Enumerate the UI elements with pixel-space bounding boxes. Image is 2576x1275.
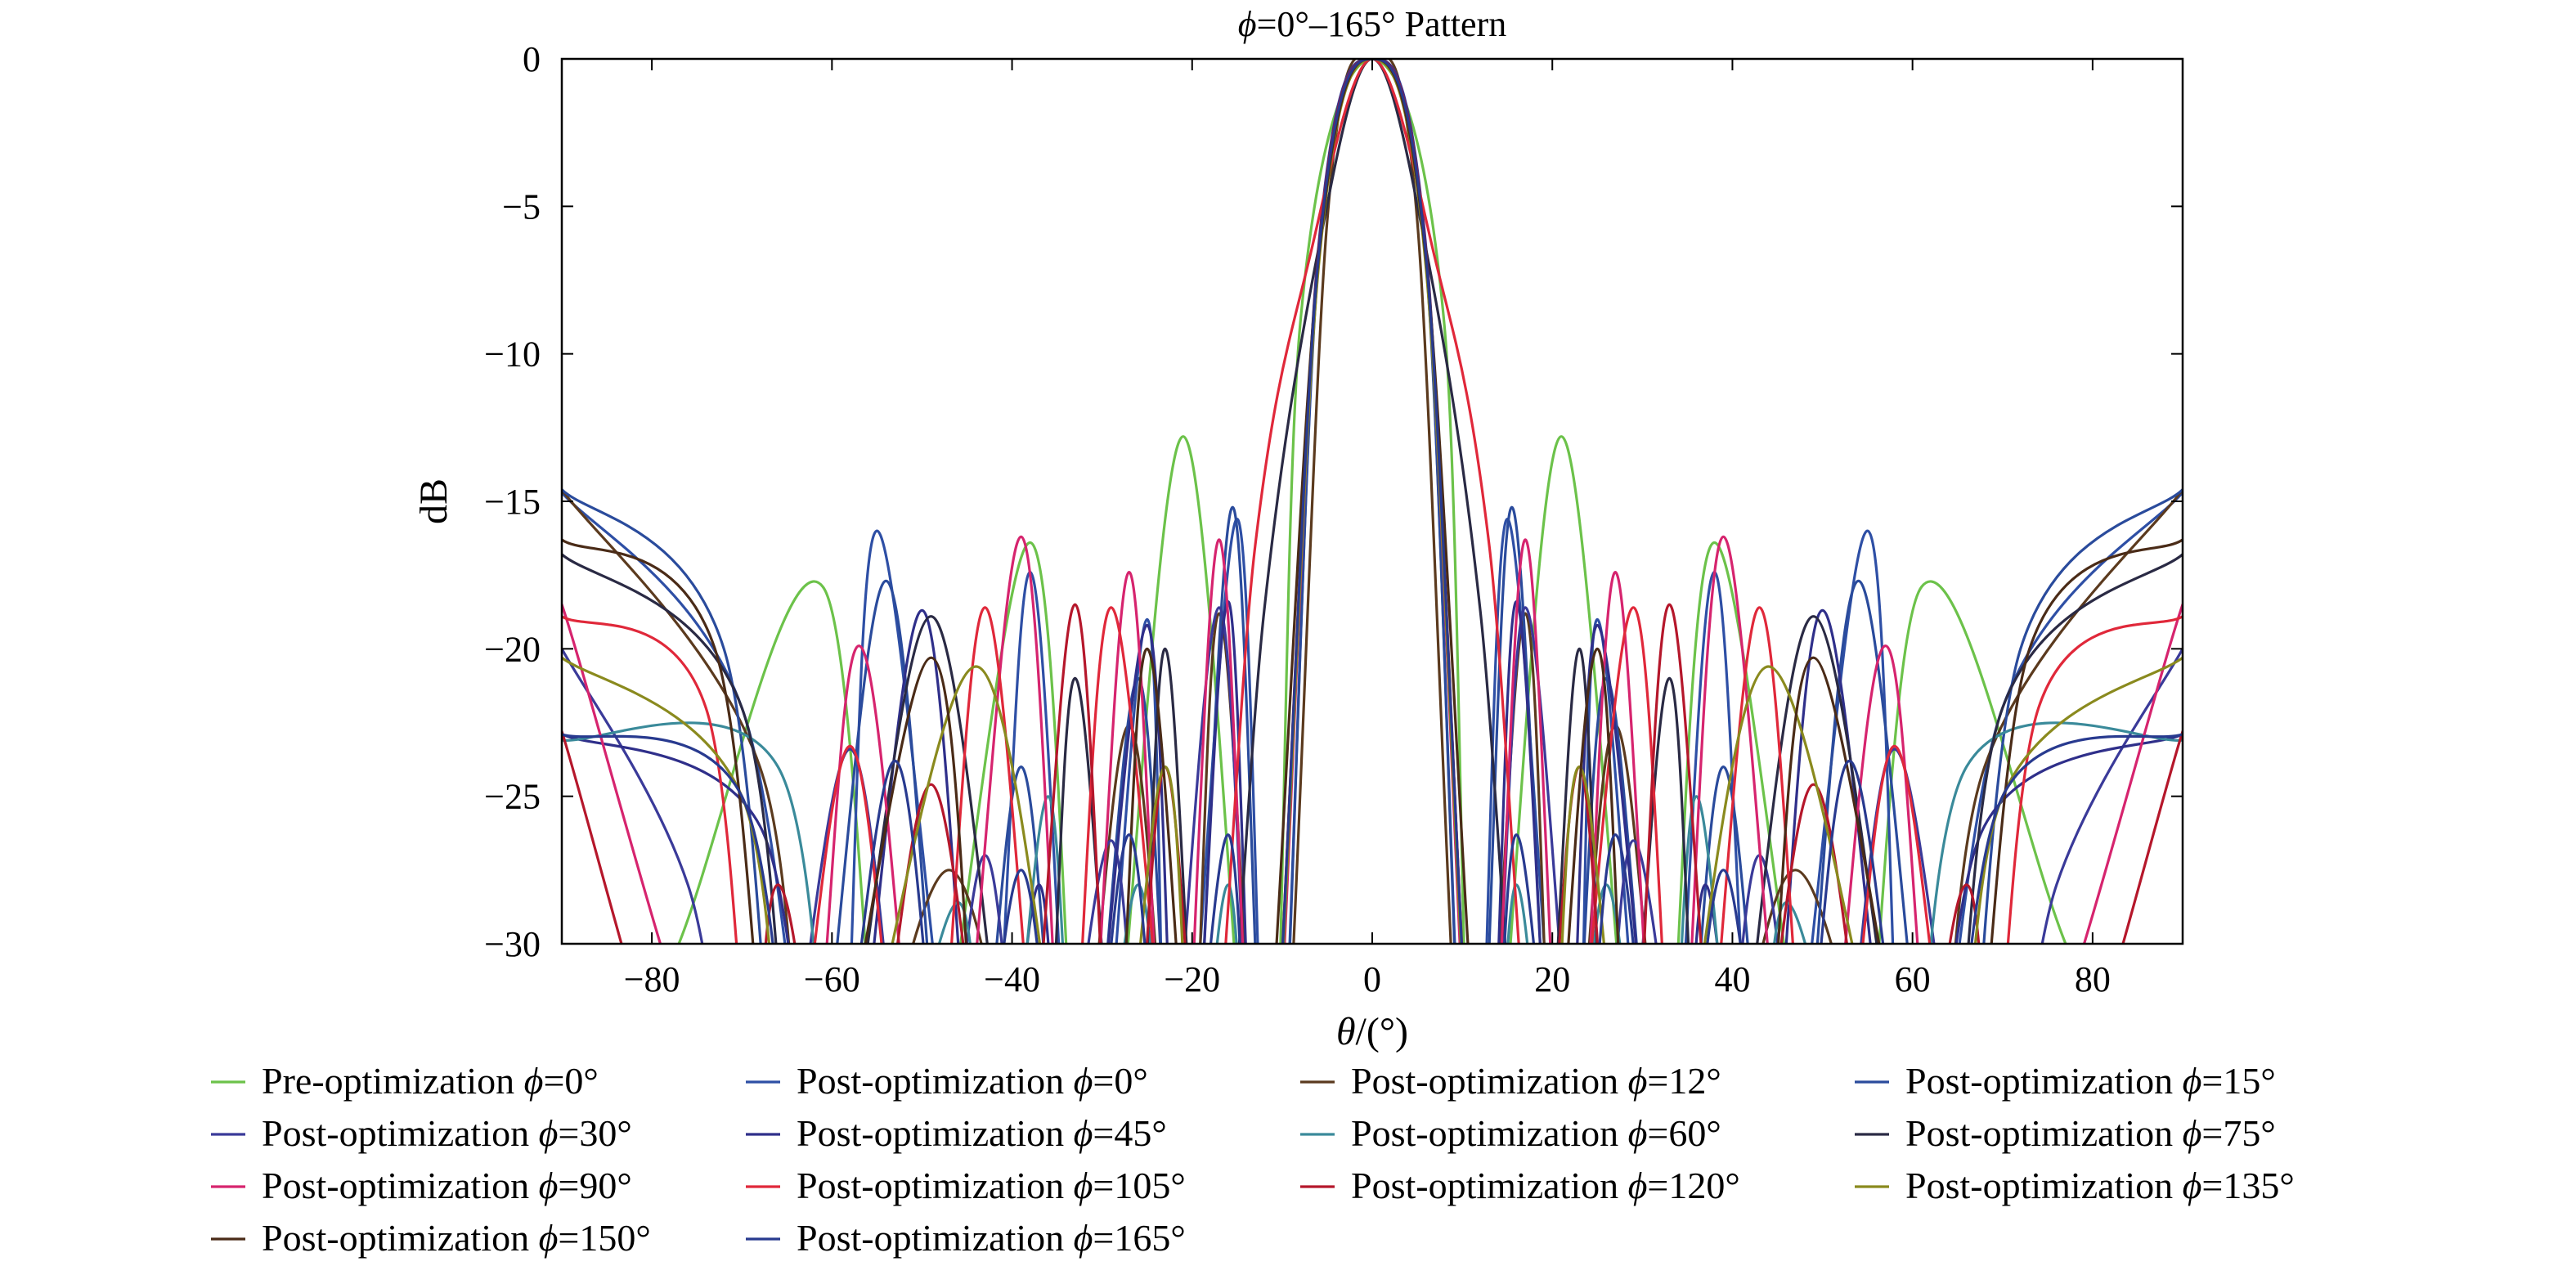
legend-label: Post-optimization ϕ=105° xyxy=(797,1165,1186,1206)
x-tick-label: 60 xyxy=(1895,959,1931,999)
x-axis: −80 −60 −40 −20 0 20 40 60 80 xyxy=(624,59,2111,999)
x-axis-label: θ/(°) xyxy=(1336,1010,1408,1053)
series-line-10 xyxy=(562,59,2183,944)
legend-label: Post-optimization ϕ=165° xyxy=(797,1217,1186,1259)
x-tick-label: −20 xyxy=(1164,959,1220,999)
x-tick-label: −40 xyxy=(984,959,1040,999)
legend-item: Post-optimization ϕ=90° xyxy=(211,1165,632,1206)
x-tick-label: −60 xyxy=(804,959,860,999)
legend-label: Pre-optimization ϕ=0° xyxy=(262,1060,599,1102)
x-tick-label: 0 xyxy=(1363,959,1381,999)
legend-label: Post-optimization ϕ=15° xyxy=(1905,1060,2276,1102)
series-line-12 xyxy=(562,59,2183,944)
y-tick-label: −10 xyxy=(484,334,541,375)
x-tick-label: 20 xyxy=(1534,959,1570,999)
y-tick-label: −30 xyxy=(484,924,541,964)
legend-label: Post-optimization ϕ=0° xyxy=(797,1060,1148,1102)
legend-item: Post-optimization ϕ=15° xyxy=(1855,1060,2276,1102)
y-tick-label: −5 xyxy=(502,186,541,227)
x-tick-label: 40 xyxy=(1714,959,1750,999)
legend-label: Post-optimization ϕ=90° xyxy=(262,1165,632,1206)
legend-label: Post-optimization ϕ=135° xyxy=(1905,1165,2295,1206)
chart-title: ϕ=0°–165° Pattern xyxy=(1238,4,1506,44)
legend-item: Post-optimization ϕ=0° xyxy=(746,1060,1148,1102)
legend-item: Post-optimization ϕ=105° xyxy=(746,1165,1186,1206)
legend-item: Post-optimization ϕ=150° xyxy=(211,1217,651,1259)
x-tick-label: −80 xyxy=(624,959,680,999)
y-tick-label: −20 xyxy=(484,629,541,669)
y-axis: 0 −5 −10 −15 −20 −25 −30 xyxy=(484,39,2183,964)
y-tick-label: −25 xyxy=(484,777,541,817)
legend-item: Post-optimization ϕ=75° xyxy=(1855,1112,2276,1154)
legend-item: Post-optimization ϕ=12° xyxy=(1300,1060,1721,1102)
x-tick-label: 80 xyxy=(2075,959,2111,999)
legend-label: Post-optimization ϕ=12° xyxy=(1351,1060,1721,1102)
legend-item: Post-optimization ϕ=45° xyxy=(746,1112,1167,1154)
y-tick-label: 0 xyxy=(523,39,541,79)
legend-label: Post-optimization ϕ=30° xyxy=(262,1112,632,1154)
legend-item: Post-optimization ϕ=60° xyxy=(1300,1112,1721,1154)
legend-item: Post-optimization ϕ=165° xyxy=(746,1217,1186,1259)
legend-item: Post-optimization ϕ=30° xyxy=(211,1112,632,1154)
plot-background xyxy=(562,59,2183,944)
y-tick-label: −15 xyxy=(484,482,541,522)
legend-item: Post-optimization ϕ=135° xyxy=(1855,1165,2295,1206)
legend-label: Post-optimization ϕ=150° xyxy=(262,1217,651,1259)
series-layer xyxy=(562,59,2183,944)
legend: Pre-optimization ϕ=0° Post-optimization ϕ… xyxy=(211,1060,2295,1259)
legend-label: Post-optimization ϕ=75° xyxy=(1905,1112,2276,1154)
series-line-8 xyxy=(562,59,2183,944)
legend-label: Post-optimization ϕ=60° xyxy=(1351,1112,1721,1154)
legend-item: Post-optimization ϕ=120° xyxy=(1300,1165,1740,1206)
legend-label: Post-optimization ϕ=45° xyxy=(797,1112,1167,1154)
legend-item: Pre-optimization ϕ=0° xyxy=(211,1060,599,1102)
legend-label: Post-optimization ϕ=120° xyxy=(1351,1165,1740,1206)
series-line-11 xyxy=(562,59,2183,944)
y-axis-label: dB xyxy=(412,478,456,524)
